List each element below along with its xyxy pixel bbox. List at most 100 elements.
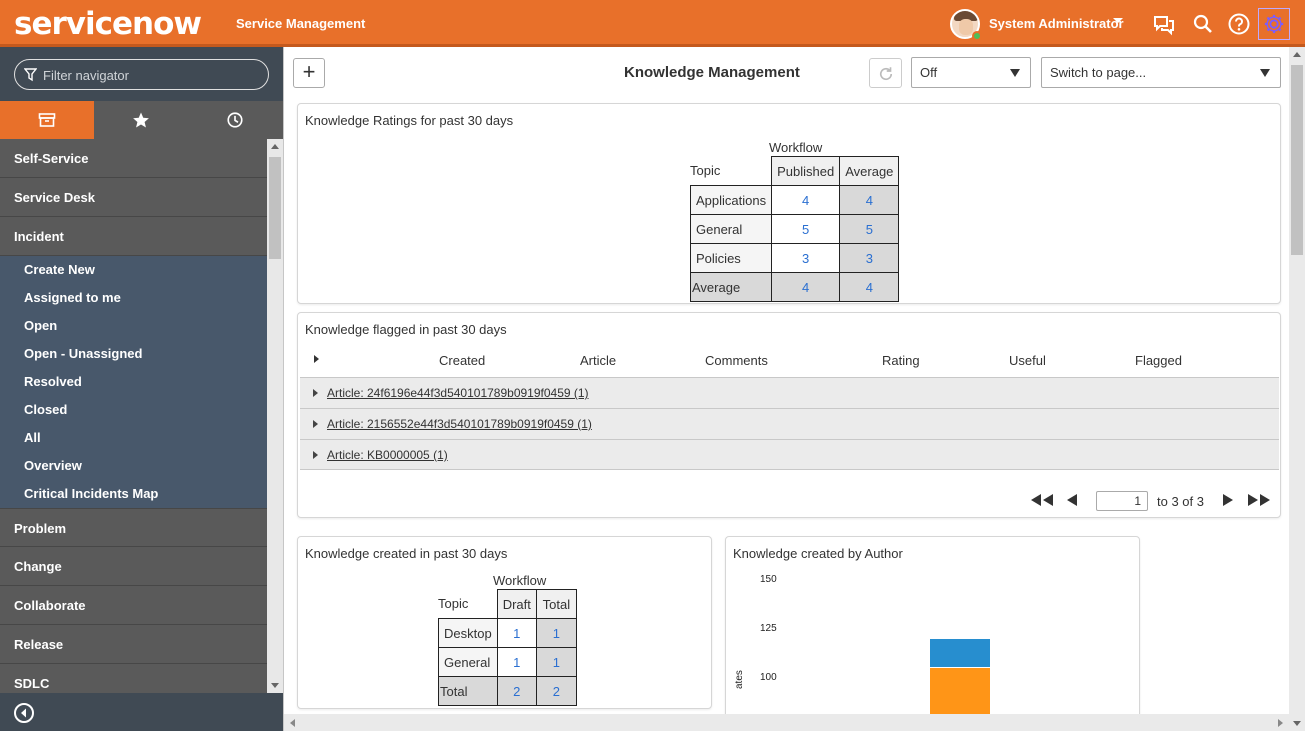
nav-item-open-unassigned[interactable]: Open - Unassigned [24, 346, 143, 361]
presence-dot [972, 31, 982, 41]
switch-page-select[interactable]: Switch to page... [1041, 57, 1281, 88]
nav-section-sdlc[interactable]: SDLC [0, 664, 267, 693]
search-icon[interactable] [1191, 12, 1215, 36]
refresh-button[interactable] [869, 58, 902, 88]
nav-item-create-new[interactable]: Create New [24, 262, 95, 277]
next-page-icon[interactable] [1222, 493, 1234, 507]
main-scrollbar[interactable] [1289, 47, 1305, 731]
filter-navigator[interactable] [14, 59, 269, 90]
column-header-article[interactable]: Article [580, 353, 617, 368]
nav-item-resolved[interactable]: Resolved [24, 374, 82, 389]
scrollbar-thumb[interactable] [1291, 65, 1303, 255]
top-header: servicenow Service Management System Adm… [0, 0, 1305, 47]
group-link[interactable]: Article: KB0000005 (1) [327, 448, 448, 462]
previous-page-icon[interactable] [1066, 493, 1078, 507]
nav-item-open[interactable]: Open [24, 318, 58, 333]
chat-icon[interactable] [1152, 12, 1176, 36]
nav-item-all[interactable]: All [24, 430, 41, 445]
user-avatar[interactable] [950, 9, 980, 39]
nav-section-change[interactable]: Change [0, 547, 267, 586]
expand-row-icon[interactable] [313, 420, 318, 428]
scroll-down-icon[interactable] [1293, 721, 1301, 726]
scroll-left-icon[interactable] [290, 719, 295, 727]
y-axis-label: ates [734, 670, 745, 689]
scroll-down-icon[interactable] [271, 683, 279, 688]
y-tick-label: 150 [760, 574, 777, 585]
cell-link[interactable]: 5 [802, 221, 810, 237]
expand-row-icon[interactable] [313, 389, 318, 397]
nav-section-collaborate[interactable]: Collaborate [0, 586, 267, 625]
table-row[interactable]: Article: KB0000005 (1) [300, 439, 1279, 470]
bar-segment-blue[interactable] [930, 638, 990, 668]
tab-history[interactable] [188, 101, 282, 139]
nav-section-self-service[interactable]: Self-Service [0, 139, 267, 178]
column-header-comments[interactable]: Comments [705, 353, 768, 368]
column-header: Average [839, 156, 900, 186]
chevron-down-icon[interactable] [1113, 18, 1123, 23]
tab-all-applications[interactable] [0, 101, 94, 139]
nav-item-overview[interactable]: Overview [24, 458, 82, 473]
nav-section-release[interactable]: Release [0, 625, 267, 664]
cell-link[interactable]: 1 [513, 625, 521, 641]
nav-section-incident[interactable]: Incident [0, 217, 267, 256]
scroll-up-icon[interactable] [271, 144, 279, 149]
nav-item-critical-incidents-map[interactable]: Critical Incidents Map [24, 486, 159, 501]
group-link[interactable]: Article: 24f6196e44f3d540101789b0919f045… [327, 386, 589, 400]
cell-link[interactable]: 4 [865, 192, 873, 208]
refresh-interval-select[interactable]: Off [911, 57, 1031, 88]
table-row: General 1 1 [438, 647, 577, 677]
scrollbar-thumb[interactable] [269, 157, 281, 259]
pivot-group-label: Workflow [493, 573, 547, 588]
cell-link[interactable]: 1 [552, 625, 560, 641]
widget-title: Knowledge Ratings for past 30 days [305, 113, 514, 128]
cell-link[interactable]: 3 [865, 250, 873, 266]
tab-favorites[interactable] [94, 101, 188, 139]
pivot-group-label: Workflow [769, 140, 823, 155]
add-widget-button[interactable]: + [293, 58, 325, 88]
pivot-row-label: Topic [690, 163, 721, 178]
ratings-widget: Knowledge Ratings for past 30 days Workf… [297, 103, 1281, 304]
horizontal-scrollbar[interactable] [284, 714, 1289, 731]
scroll-up-icon[interactable] [1293, 52, 1301, 57]
table-row[interactable]: Article: 24f6196e44f3d540101789b0919f045… [300, 377, 1279, 408]
user-name[interactable]: System Administrator [989, 16, 1124, 31]
main-content: + Knowledge Management Off Switch to pag… [283, 47, 1305, 731]
cell-link[interactable]: 4 [865, 279, 873, 295]
y-tick-label: 125 [760, 623, 777, 634]
navigator-tabs [0, 101, 283, 139]
help-icon[interactable] [1227, 12, 1251, 36]
first-page-icon[interactable] [1029, 493, 1055, 507]
cell-link[interactable]: 3 [802, 250, 810, 266]
expand-all-icon[interactable] [314, 355, 319, 363]
nav-item-assigned-to-me[interactable]: Assigned to me [24, 290, 121, 305]
cell-link[interactable]: 2 [513, 683, 521, 699]
cell-link[interactable]: 2 [552, 683, 560, 699]
column-header-created[interactable]: Created [439, 353, 486, 368]
column-header-flagged[interactable]: Flagged [1135, 353, 1182, 368]
column-header: Published [771, 156, 841, 186]
group-link[interactable]: Article: 2156552e44f3d540101789b0919f045… [327, 417, 592, 431]
nav-section-problem[interactable]: Problem [0, 508, 267, 547]
servicenow-logo[interactable]: servicenow [14, 6, 202, 42]
cell-link[interactable]: 1 [513, 654, 521, 670]
cell-link[interactable]: 5 [865, 221, 873, 237]
cell-link[interactable]: 4 [802, 192, 810, 208]
page-number-input[interactable]: 1 [1096, 491, 1148, 511]
cell-link[interactable]: 1 [552, 654, 560, 670]
nav-section-service-desk[interactable]: Service Desk [0, 178, 267, 217]
ratings-pivot-table: Published Average Applications 4 4 Gener… [689, 156, 900, 302]
navigator-scrollbar[interactable] [267, 139, 283, 693]
cell-link[interactable]: 4 [802, 279, 810, 295]
author-chart-widget: Knowledge created by Author 150 125 100 … [725, 536, 1140, 726]
column-header-rating[interactable]: Rating [882, 353, 920, 368]
last-page-icon[interactable] [1246, 493, 1272, 507]
filter-input[interactable] [43, 66, 258, 84]
scroll-right-icon[interactable] [1278, 719, 1283, 727]
gear-icon [1264, 14, 1284, 34]
expand-row-icon[interactable] [313, 451, 318, 459]
collapse-navigator-icon[interactable] [13, 702, 35, 724]
nav-item-closed[interactable]: Closed [24, 402, 68, 417]
table-row[interactable]: Article: 2156552e44f3d540101789b0919f045… [300, 408, 1279, 439]
settings-button[interactable] [1258, 8, 1290, 40]
column-header-useful[interactable]: Useful [1009, 353, 1046, 368]
